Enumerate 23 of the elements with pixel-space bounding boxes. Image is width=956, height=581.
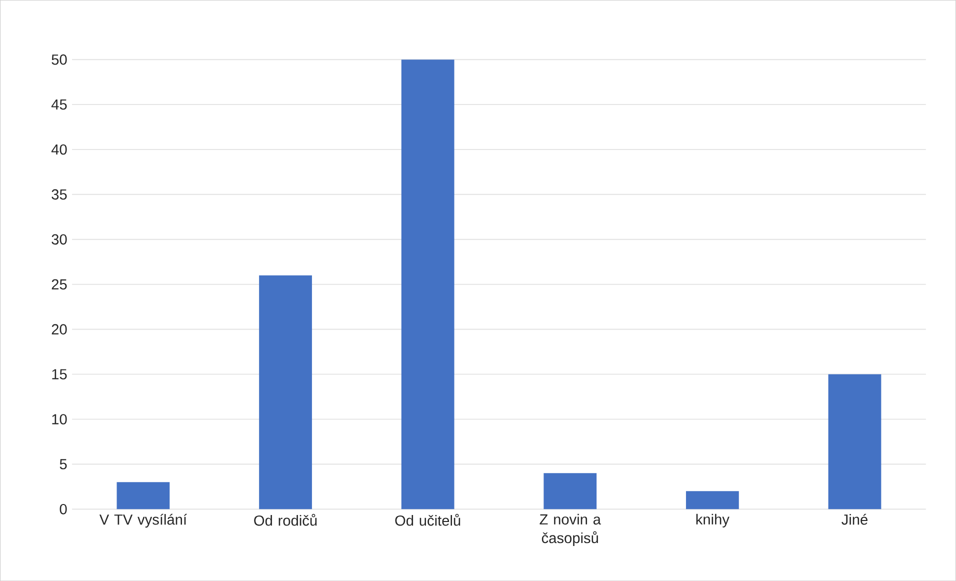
y-tick-label: 35: [52, 189, 67, 200]
y-tick-label: 15: [52, 369, 67, 380]
y-tick-label: 45: [51, 99, 67, 110]
bar: [401, 59, 454, 510]
x-tick-label: V TV vysílání: [99, 514, 187, 528]
y-tick-label: 25: [52, 279, 67, 290]
x-tick-label: Od rodičů: [254, 514, 317, 526]
bar: [544, 473, 597, 510]
bar: [828, 374, 882, 510]
x-tick-label: knihy: [696, 514, 730, 528]
x-tick-label: Jiné: [842, 514, 868, 525]
y-tick-label: 30: [52, 234, 67, 244]
y-tick-label: 10: [52, 414, 67, 424]
x-tick-label: Z novin a časopisů: [540, 514, 601, 546]
y-tick-label: 50: [52, 54, 67, 65]
bar: [259, 275, 312, 510]
y-tick-label: 0: [60, 504, 67, 514]
bar: [116, 482, 170, 510]
x-tick-label: Od učitelů: [395, 514, 460, 526]
y-tick-label: 5: [60, 459, 67, 470]
bar: [686, 491, 739, 510]
y-tick-label: 20: [52, 324, 67, 334]
y-tick-label: 40: [51, 144, 67, 155]
